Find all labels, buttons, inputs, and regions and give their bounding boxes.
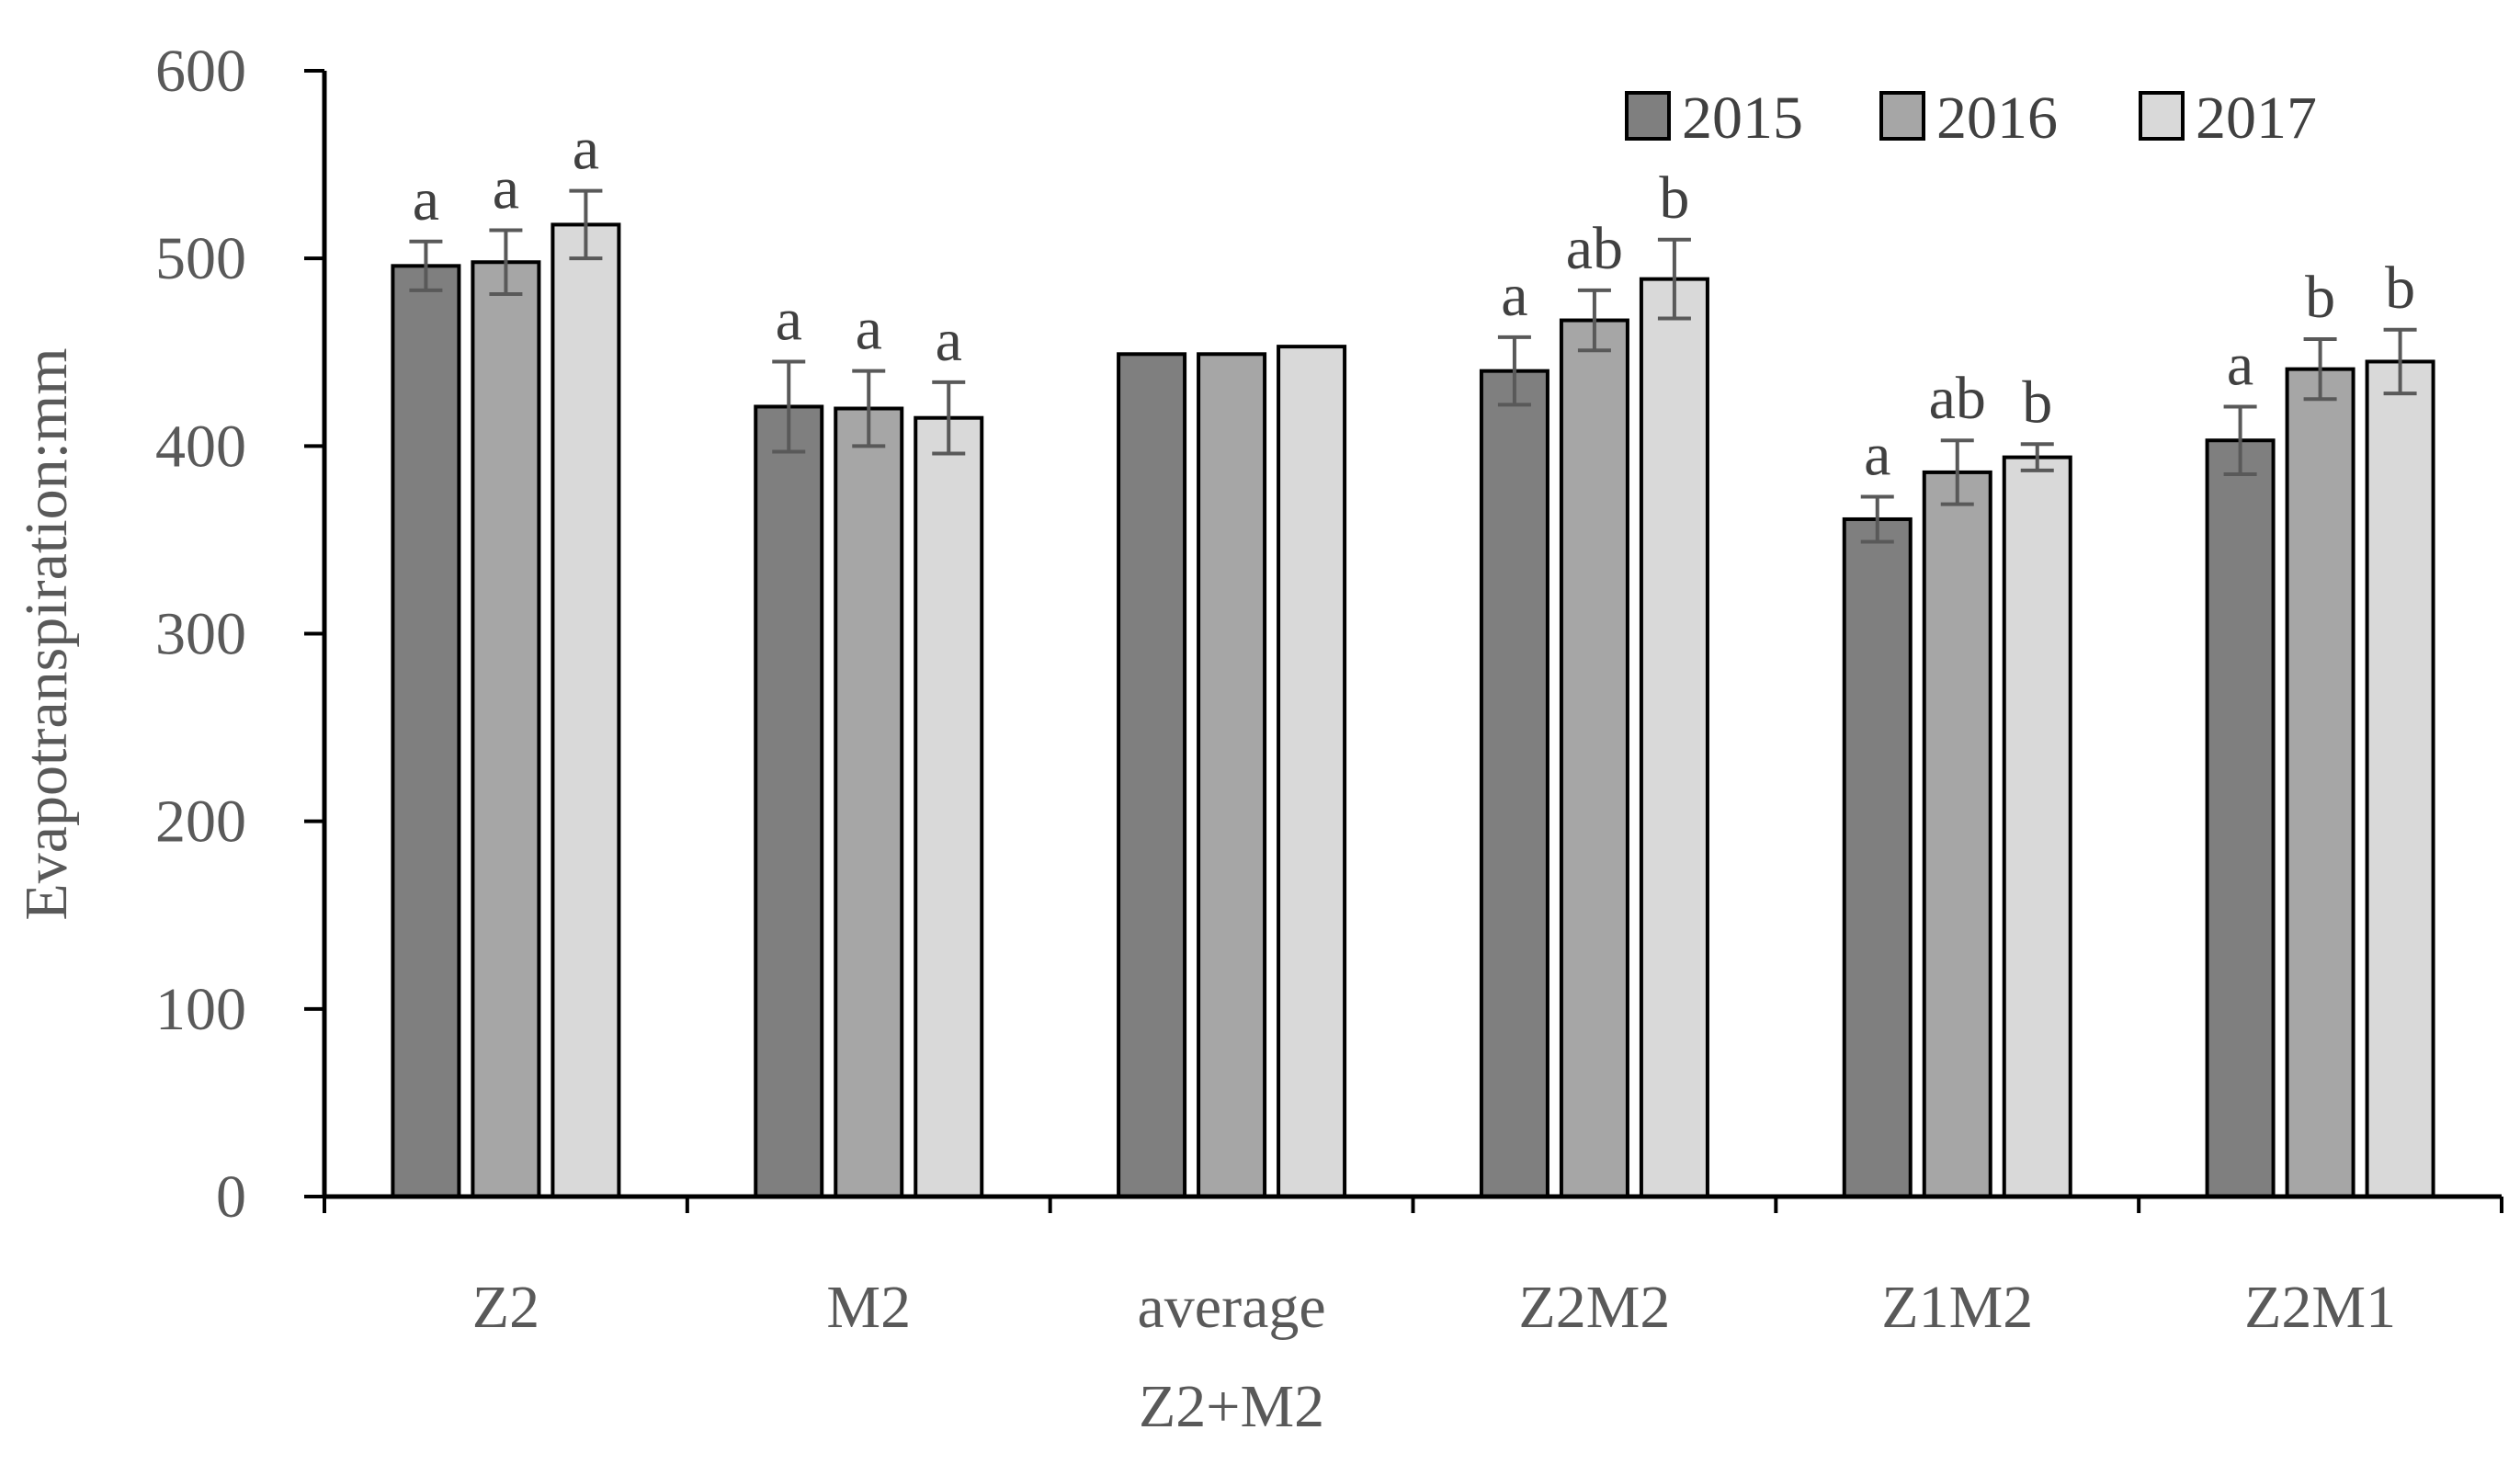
- significance-letter: a: [493, 155, 519, 222]
- x-category-label: M2: [826, 1274, 911, 1341]
- bar-2015-2: [1117, 352, 1187, 1198]
- bar-2015-3: [1479, 369, 1549, 1198]
- significance-letter: a: [1864, 421, 1890, 488]
- y-ticks-layer: 0 100 200 300 400 500 600: [155, 38, 324, 1231]
- bar-2016-4: [1922, 470, 1992, 1198]
- bar-2015-1: [754, 404, 824, 1199]
- significance-letter: a: [936, 307, 962, 374]
- y-tick-label: 500: [155, 225, 246, 292]
- legend-swatch-2015: [1625, 91, 1671, 141]
- bar-2015-5: [2205, 438, 2276, 1199]
- error-bars-layer: [409, 188, 2417, 544]
- bar-2016-5: [2285, 367, 2355, 1198]
- y-tick-label: 400: [155, 413, 246, 480]
- y-tick-label: 200: [155, 789, 246, 856]
- significance-letter: a: [413, 166, 439, 233]
- y-tick-label: 0: [216, 1163, 246, 1231]
- legend-swatch-2016: [1879, 91, 1925, 141]
- axes-layer: [322, 71, 2502, 1199]
- significance-letter: a: [573, 116, 599, 183]
- bars-layer: [391, 222, 2435, 1199]
- significance-letter: b: [1659, 165, 1689, 232]
- significance-letter: ab: [1566, 215, 1623, 282]
- bar-2015-4: [1842, 516, 1913, 1198]
- bar-2016-3: [1559, 318, 1629, 1198]
- significance-letter: b: [2385, 255, 2415, 322]
- x-category-label: average: [1138, 1274, 1326, 1341]
- bar-2017-2: [1277, 345, 1347, 1198]
- bar-2017-4: [2002, 455, 2072, 1199]
- y-tick-label: 300: [155, 601, 246, 668]
- x-category-label-line2: Z2+M2: [1139, 1373, 1324, 1440]
- significance-letter: b: [2305, 264, 2335, 331]
- legend-label-2015: 2015: [1682, 85, 1803, 152]
- bar-2015-0: [391, 264, 461, 1199]
- x-category-label: Z1M2: [1881, 1274, 2033, 1341]
- bar-2017-1: [914, 415, 984, 1199]
- y-tick-label: 100: [155, 976, 246, 1043]
- bar-2017-5: [2365, 359, 2435, 1199]
- y-tick-label: 600: [155, 38, 246, 105]
- y-axis-label: Evapotranspiration:mm: [13, 347, 80, 920]
- x-category-label: Z2M1: [2244, 1274, 2396, 1341]
- significance-letter: a: [776, 286, 802, 353]
- significance-letter: b: [2022, 369, 2052, 436]
- bar-2017-3: [1639, 277, 1709, 1198]
- bar-2016-0: [471, 260, 541, 1198]
- legend-label-2016: 2016: [1936, 85, 2058, 152]
- significance-letter: a: [2227, 331, 2253, 398]
- significance-letter: ab: [1929, 365, 1986, 432]
- legend-swatch-2017: [2139, 91, 2185, 141]
- significance-letter: a: [1501, 262, 1527, 329]
- bar-2016-1: [834, 406, 904, 1198]
- bar-2016-2: [1197, 352, 1267, 1198]
- legend: 2015 2016 2017: [1625, 85, 2317, 152]
- legend-label-2017: 2017: [2196, 85, 2317, 152]
- x-category-label: Z2: [472, 1274, 539, 1341]
- significance-letter: a: [856, 296, 882, 363]
- x-category-label: Z2M2: [1518, 1274, 1670, 1341]
- bar-2017-0: [551, 222, 621, 1199]
